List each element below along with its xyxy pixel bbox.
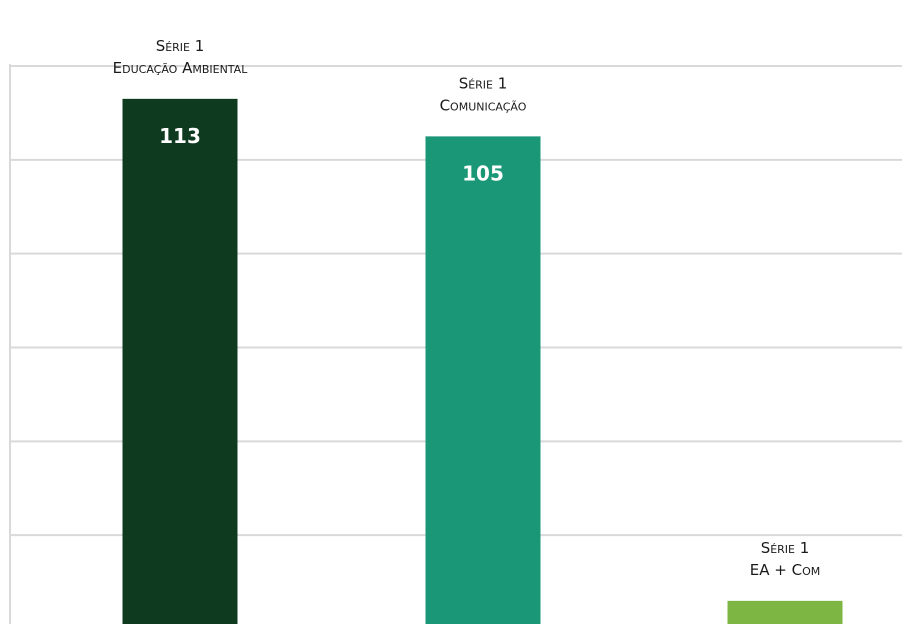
category-label-0: Educação Ambiental [113, 59, 249, 77]
data-label-1: 105 [462, 161, 504, 185]
bar-2 [727, 600, 843, 624]
category-label-1: Comunicação [440, 96, 527, 114]
bar-1 [425, 136, 541, 624]
bar-0 [122, 98, 238, 624]
category-label-2: EA + Com [750, 561, 820, 579]
data-label-0: 113 [159, 124, 201, 148]
series-label-2: Série 1 [761, 539, 810, 557]
series-label-1: Série 1 [459, 74, 508, 92]
category-labels: Série 1 Educação Ambiental Série 1 Comunica… [113, 37, 821, 579]
bars: 1131056 [122, 98, 843, 624]
series-label-0: Série 1 [156, 37, 205, 55]
